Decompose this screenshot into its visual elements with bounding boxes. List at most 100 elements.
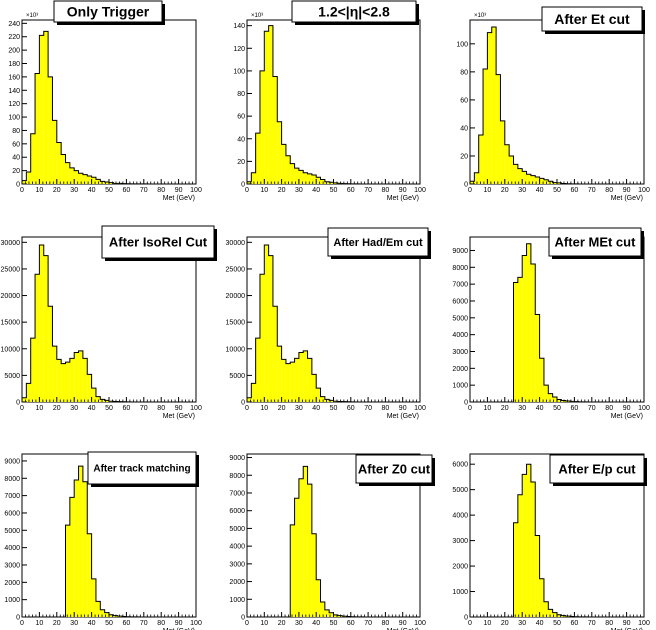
histogram-bar (496, 74, 501, 184)
histogram-bar (307, 358, 312, 402)
y-tick-label: 3000 (452, 349, 468, 356)
histogram-bar (65, 162, 70, 184)
x-tick-label: 20 (278, 405, 286, 412)
histogram-bar (552, 396, 557, 402)
histogram-bar (561, 400, 566, 402)
x-tick-label: 90 (399, 405, 407, 412)
histogram-bar (100, 609, 105, 617)
histogram-bar (329, 182, 334, 184)
title-box (101, 225, 215, 259)
y-tick-label: 140 (8, 88, 20, 95)
x-tick-label: 10 (36, 405, 44, 412)
chart-title: 1.2<|η|<2.8 (318, 4, 390, 20)
x-tick-label: 0 (245, 187, 249, 194)
histogram-bar (272, 76, 278, 184)
histogram-bar (87, 374, 92, 402)
histogram-bar (91, 578, 96, 617)
y-tick-label: 1000 (4, 597, 20, 604)
x-tick-label: 0 (20, 405, 24, 412)
x-tick-label: 10 (260, 187, 268, 194)
x-tick-label: 50 (330, 620, 338, 627)
y-tick-label: 0 (16, 182, 20, 189)
y-tick-label: 4000 (452, 513, 468, 520)
histogram-bar (74, 480, 79, 617)
y-tick-label: 60 (237, 114, 245, 121)
histogram-bar (281, 359, 286, 402)
histogram-bar (247, 181, 252, 184)
x-tick-label: 20 (278, 620, 286, 627)
y-tick-label: 25000 (226, 266, 246, 273)
title-box (87, 451, 197, 485)
y-tick-label: 6000 (452, 462, 468, 469)
histogram-bar (22, 180, 27, 184)
histogram-bar (247, 397, 252, 402)
histogram-bar (48, 76, 53, 184)
y-tick-label: 180 (8, 61, 20, 68)
x-tick-label: 100 (414, 620, 426, 627)
histogram-bar (565, 400, 571, 402)
x-tick-label: 30 (295, 187, 303, 194)
histogram-bars (470, 27, 579, 185)
x-tick-label: 10 (484, 405, 492, 412)
x-tick-label: 60 (571, 620, 579, 627)
x-tick-label: 40 (536, 620, 544, 627)
y-tick-label: 2000 (452, 564, 468, 571)
histogram-bar (298, 170, 304, 184)
x-tick-label: 90 (175, 405, 183, 412)
x-tick-label: 0 (468, 620, 472, 627)
histogram-bar (95, 601, 101, 617)
x-tick-label: 30 (70, 187, 78, 194)
histogram-bar (87, 175, 92, 184)
histogram-bar (324, 399, 330, 402)
chart-title: After IsoRel Cut (109, 235, 208, 250)
histogram-bar (316, 177, 321, 184)
y-tick-label: 10000 (1, 346, 21, 353)
histogram-bar (69, 497, 75, 617)
histogram-bar (91, 177, 96, 184)
y-tick-label: 7000 (452, 282, 468, 289)
chart-title: After track matching (93, 464, 190, 475)
histogram-bar (30, 133, 36, 184)
y-tick-label: 0 (241, 615, 245, 622)
histogram-bar (487, 32, 492, 184)
histogram-bar (552, 612, 557, 617)
histogram-bar (311, 533, 317, 617)
x-tick-label: 50 (553, 620, 561, 627)
y-tick-label: 2000 (452, 366, 468, 373)
x-tick-label: 60 (347, 187, 355, 194)
histogram-bars (247, 25, 360, 185)
histogram-bar (95, 396, 101, 402)
chart-title: After E/p cut (558, 462, 636, 477)
y-tick-label: 1000 (229, 597, 245, 604)
histogram-bar (109, 614, 114, 617)
histogram-bar (543, 601, 549, 617)
y-tick-label: 80 (460, 69, 468, 76)
x-tick-label: 90 (623, 405, 631, 412)
x-tick-label: 10 (484, 620, 492, 627)
histogram-bar (39, 35, 44, 184)
x-tick-label: 70 (364, 405, 372, 412)
histogram-bar (298, 478, 304, 617)
x-tick-label: 10 (260, 620, 268, 627)
chart-title: Only Trigger (67, 4, 150, 20)
histogram-bar (316, 579, 321, 617)
exponent-label: ×10³ (26, 13, 38, 19)
y-tick-label: 240 (8, 21, 20, 28)
x-tick-label: 90 (175, 620, 183, 627)
histogram-bar (290, 163, 295, 184)
x-tick-label: 60 (571, 187, 579, 194)
histogram-bar (311, 174, 317, 184)
histogram-bar (483, 69, 488, 184)
x-tick-label: 70 (364, 187, 372, 194)
x-tick-label: 20 (501, 187, 509, 194)
exponent-label: ×10³ (474, 13, 486, 19)
x-tick-label: 40 (536, 405, 544, 412)
histogram-bar (281, 144, 286, 184)
x-tick-label: 10 (484, 187, 492, 194)
x-tick-label: 50 (330, 405, 338, 412)
x-tick-label: 90 (623, 620, 631, 627)
